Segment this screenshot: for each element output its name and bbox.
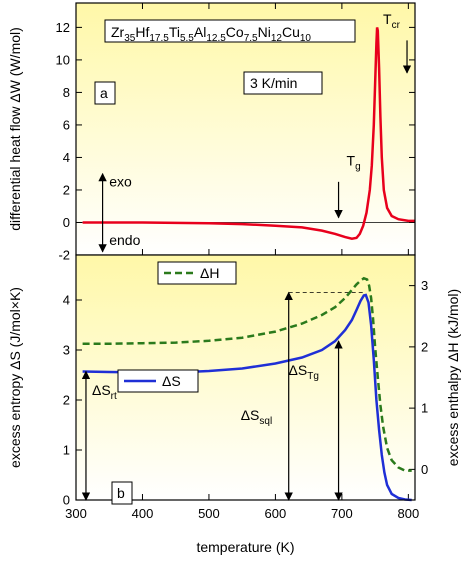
y2-tick-label-b: 1 xyxy=(421,401,428,416)
tcr-sub: cr xyxy=(392,20,401,31)
panel-a: -2 0 2 4 6 8 10 12 Zr35Hf17.5Ti5.5Al12.5Co7.5Ni… xyxy=(7,2,416,263)
tg-label: Tg xyxy=(347,153,361,173)
y-tick-label-a: 6 xyxy=(63,117,70,132)
tcr-label: Tcr xyxy=(383,11,401,31)
title-subscript-4: 7.5 xyxy=(244,33,258,44)
tcr-main: T xyxy=(383,11,392,27)
panel-b-right-y-axis-label: excess enthalpy ΔH (kJ/mol) xyxy=(445,289,461,466)
title-subscript-2: 5.5 xyxy=(180,33,194,44)
panel-b-ticks: 0 1 2 3 4 0 1 2 3 300 400 500 600 700 800 xyxy=(63,278,428,521)
y-tick-label-b: 4 xyxy=(63,293,70,308)
y2-tick-label-b: 0 xyxy=(421,462,428,477)
title-subscript-5: 12 xyxy=(271,33,283,44)
y-tick-label-b: 2 xyxy=(63,393,70,408)
y-tick-label-a: 0 xyxy=(63,215,70,230)
tg-sub: g xyxy=(355,162,361,173)
ds-tg-main: ΔS xyxy=(289,362,308,378)
title-element-5: Ni xyxy=(258,24,271,40)
y-tick-label-a: 12 xyxy=(56,20,70,35)
ds-sql-label: ΔSsql xyxy=(241,407,272,427)
panel-b-frame xyxy=(75,254,416,501)
y-tick-label-a: 10 xyxy=(56,52,70,67)
tg-main: T xyxy=(347,153,356,169)
panel-b-label: b xyxy=(117,485,125,501)
title-element-4: Co xyxy=(226,24,244,40)
title-subscript-3: 12.5 xyxy=(206,33,226,44)
delta-h-legend-box xyxy=(157,261,237,285)
y-tick-label-b: 1 xyxy=(63,443,70,458)
y2-tick-label-b: 3 xyxy=(421,278,428,293)
title-element-3: Al xyxy=(194,24,206,40)
title-element-1: Hf xyxy=(135,24,149,40)
delta-s-line xyxy=(82,293,412,502)
panel-a-label-box xyxy=(94,81,116,105)
delta-s-legend-label: ΔS xyxy=(162,373,181,389)
y-tick-label-a: 2 xyxy=(63,182,70,197)
x-tick-label: 500 xyxy=(198,506,220,521)
x-tick-label: 400 xyxy=(132,506,154,521)
ds-rt-sub: rt xyxy=(111,391,117,402)
delta-h-legend-label: ΔH xyxy=(200,265,219,281)
y-tick-label-a: 4 xyxy=(63,150,70,165)
delta-h-line xyxy=(82,276,412,472)
delta-s-legend-box xyxy=(117,369,199,393)
title-subscript-1: 17.5 xyxy=(149,33,169,44)
ds-sql-main: ΔS xyxy=(241,407,260,423)
rate-box xyxy=(243,71,323,95)
exo-label: exo xyxy=(109,174,132,190)
title-element-0: Zr xyxy=(111,24,125,40)
x-tick-label: 300 xyxy=(65,506,87,521)
title-subscript-0: 35 xyxy=(124,33,136,44)
ds-tg-label: ΔSTg xyxy=(289,362,319,382)
x-tick-label: 800 xyxy=(398,506,420,521)
alloy-title: Zr35Hf17.5Ti5.5Al12.5Co7.5Ni12Cu10 xyxy=(111,24,311,44)
rate-label: 3 K/min xyxy=(250,75,297,91)
ds-rt-main: ΔS xyxy=(92,382,111,398)
title-element-2: Ti xyxy=(169,24,180,40)
title-box xyxy=(104,19,356,43)
title-element-6: Cu xyxy=(282,24,300,40)
title-subscript-6: 10 xyxy=(300,33,312,44)
y-tick-label-a: -2 xyxy=(58,248,70,263)
panel-b-label-box xyxy=(111,481,133,505)
panel-a-ticks: -2 0 2 4 6 8 10 12 xyxy=(56,3,415,263)
x-tick-label: 700 xyxy=(331,506,353,521)
y2-tick-label-b: 2 xyxy=(421,339,428,354)
y-tick-label-b: 3 xyxy=(63,343,70,358)
panel-a-label: a xyxy=(100,85,108,101)
x-tick-label: 600 xyxy=(265,506,287,521)
y-tick-label-a: 8 xyxy=(63,85,70,100)
endo-label: endo xyxy=(109,232,140,248)
panel-a-y-axis-label: differential heat flow ΔW (W/mol) xyxy=(7,27,23,231)
heat-flow-line xyxy=(82,27,415,240)
x-axis-label: temperature (K) xyxy=(196,539,294,555)
ds-rt-label: ΔSrt xyxy=(92,382,117,402)
ds-tg-sub: Tg xyxy=(307,371,319,382)
panel-b-y-axis-label: excess entropy ΔS (J/mol×K) xyxy=(7,287,23,468)
ds-sql-sub: sql xyxy=(259,416,272,427)
panel-a-background xyxy=(76,3,415,255)
y-tick-label-b: 0 xyxy=(63,493,70,508)
